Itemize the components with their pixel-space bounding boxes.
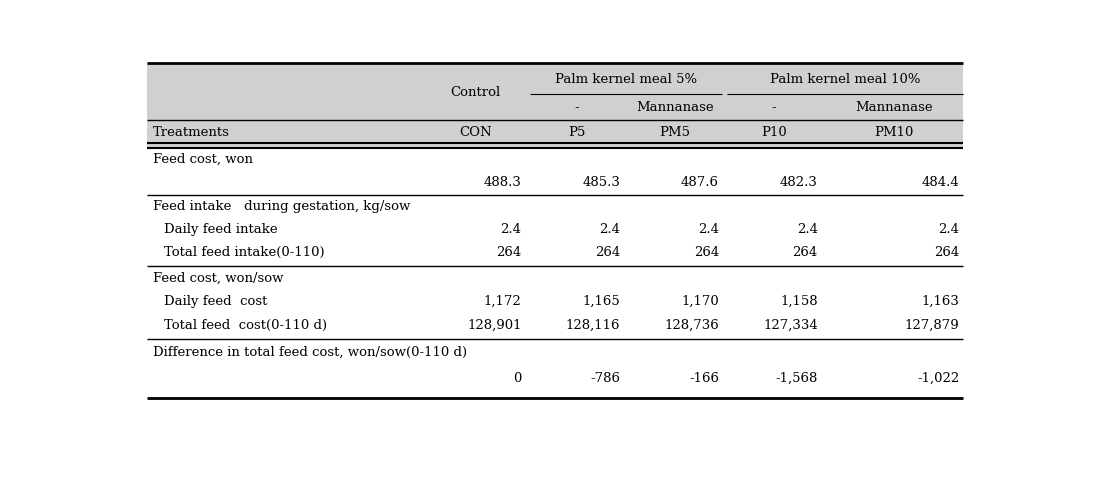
Text: 128,736: 128,736 [664,318,719,331]
Text: 488.3: 488.3 [483,176,522,189]
Text: -: - [771,101,777,114]
Text: PM10: PM10 [874,126,914,139]
Text: -1,568: -1,568 [776,371,818,384]
Text: 128,116: 128,116 [566,318,620,331]
Text: Daily feed intake: Daily feed intake [164,222,278,235]
Text: 264: 264 [496,245,522,259]
Text: Feed cost, won/sow: Feed cost, won/sow [153,271,284,284]
Text: 484.4: 484.4 [922,176,960,189]
Text: CON: CON [459,126,492,139]
Text: Control: Control [451,86,501,99]
Text: -: - [575,101,579,114]
Text: Daily feed  cost: Daily feed cost [164,294,268,307]
Text: -166: -166 [689,371,719,384]
Text: Mannanase: Mannanase [855,101,933,114]
Text: 2.4: 2.4 [797,222,818,235]
Text: 2.4: 2.4 [938,222,960,235]
Text: 1,163: 1,163 [922,294,960,307]
Text: 1,170: 1,170 [681,294,719,307]
Text: -1,022: -1,022 [917,371,960,384]
Text: 2.4: 2.4 [599,222,620,235]
Text: 1,158: 1,158 [780,294,818,307]
Text: 1,165: 1,165 [583,294,620,307]
Text: PM5: PM5 [659,126,690,139]
Text: 2.4: 2.4 [698,222,719,235]
Text: Feed intake   during gestation, kg/sow: Feed intake during gestation, kg/sow [153,200,410,213]
Bar [147,64,963,148]
Text: P5: P5 [568,126,585,139]
Text: Total feed intake(0-110): Total feed intake(0-110) [164,245,325,259]
Text: 487.6: 487.6 [681,176,719,189]
Text: 482.3: 482.3 [780,176,818,189]
Text: 127,334: 127,334 [763,318,818,331]
Text: Palm kernel meal 10%: Palm kernel meal 10% [770,72,920,85]
Text: Palm kernel meal 5%: Palm kernel meal 5% [555,72,697,85]
Text: 264: 264 [934,245,960,259]
Text: Feed cost, won: Feed cost, won [153,153,253,166]
Text: 264: 264 [792,245,818,259]
Text: 127,879: 127,879 [904,318,960,331]
Text: 264: 264 [694,245,719,259]
Text: Difference in total feed cost, won/sow(0-110 d): Difference in total feed cost, won/sow(0… [153,345,468,358]
Text: -786: -786 [591,371,620,384]
Text: 128,901: 128,901 [466,318,522,331]
Text: Mannanase: Mannanase [636,101,714,114]
Text: P10: P10 [761,126,787,139]
Text: 485.3: 485.3 [583,176,620,189]
Text: 0: 0 [513,371,522,384]
Text: 2.4: 2.4 [501,222,522,235]
Text: 1,172: 1,172 [484,294,522,307]
Text: Treatments: Treatments [153,126,230,139]
Text: Total feed  cost(0-110 d): Total feed cost(0-110 d) [164,318,327,331]
Text: 264: 264 [595,245,620,259]
